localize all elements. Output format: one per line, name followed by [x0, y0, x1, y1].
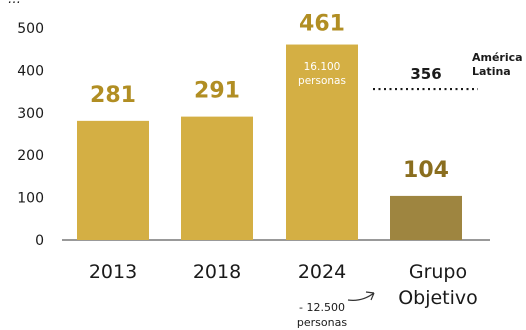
y-tick-label: 500 [17, 21, 44, 37]
y-tick-label: 0 [35, 233, 44, 249]
reduction-arrow [347, 291, 375, 301]
bar-2024-note-line1: 16.100 [304, 61, 341, 73]
value-labels: 281 291 461 104 [90, 12, 449, 183]
bar-value-label: 104 [403, 158, 449, 183]
reference-name-line1: América [472, 51, 523, 64]
bars [77, 44, 462, 241]
category-label: 2013 [89, 261, 137, 283]
bar-value-label: 281 [90, 83, 136, 108]
reference-name-line2: Latina [472, 65, 511, 78]
y-tick-label: 300 [17, 106, 44, 122]
bar-value-label: 461 [299, 12, 345, 37]
bar-value-label: 291 [194, 79, 240, 104]
category-labels: 2013 2018 2024 Grupo Objetivo [89, 261, 478, 309]
y-axis: 0 100 200 300 400 500 [17, 21, 44, 249]
chart-title: … [8, 0, 21, 7]
category-label: 2024 [298, 261, 346, 283]
bar-2024 [286, 44, 358, 241]
bar-grupo-objetivo [390, 195, 462, 240]
y-tick-label: 100 [17, 191, 44, 207]
bar-2018 [181, 116, 253, 240]
category-label-line2: Objetivo [398, 287, 478, 309]
reduction-note-line1: - 12.500 [299, 301, 345, 314]
category-label-line1: Grupo [409, 261, 467, 283]
y-tick-label: 200 [17, 148, 44, 164]
y-tick-label: 400 [17, 63, 44, 79]
reference-value: 356 [410, 65, 441, 83]
reduction-note-line2: personas [297, 316, 347, 329]
category-label: 2018 [193, 261, 241, 283]
bar-2013 [77, 120, 149, 240]
bar-2024-note-line2: personas [298, 75, 346, 87]
